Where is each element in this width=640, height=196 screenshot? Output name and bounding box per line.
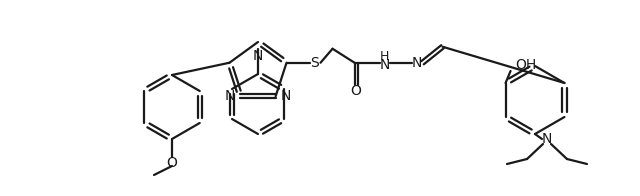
Text: N: N <box>225 89 236 103</box>
Text: N: N <box>253 49 263 63</box>
Text: N: N <box>412 56 422 70</box>
Text: N: N <box>280 89 291 103</box>
Text: S: S <box>310 56 319 70</box>
Text: N: N <box>380 58 390 72</box>
Text: H: H <box>380 50 389 63</box>
Text: OH: OH <box>516 58 537 72</box>
Text: N: N <box>542 132 552 146</box>
Text: O: O <box>351 84 362 98</box>
Text: O: O <box>166 156 177 170</box>
